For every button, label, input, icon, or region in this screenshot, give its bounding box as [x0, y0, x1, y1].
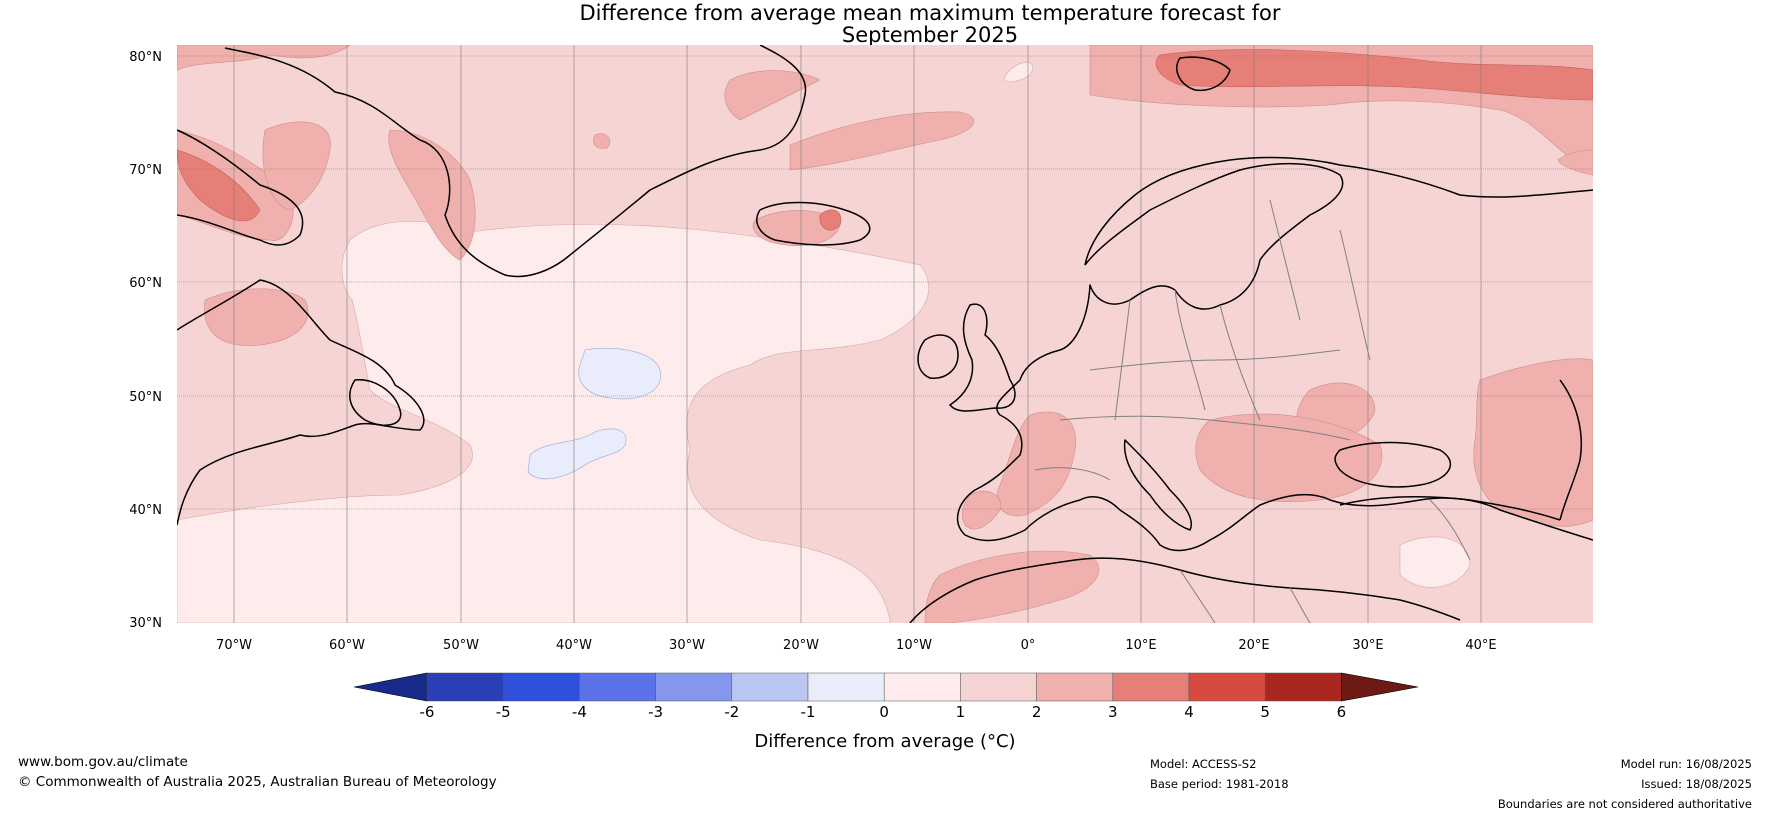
country-borders [1034, 199, 1471, 623]
lat-label: 60°N [129, 276, 162, 291]
coastlines [177, 45, 1593, 623]
lon-label: 60°W [329, 638, 365, 653]
lon-label: 20°W [783, 638, 819, 653]
turkey-coast [1339, 495, 1561, 521]
colorbar-segment [883, 672, 961, 702]
black-sea-coast [1334, 441, 1452, 488]
colorbar-tick-label: -6 [420, 703, 435, 721]
anomaly-region-0-1 [1399, 536, 1471, 588]
italy-coast [1123, 439, 1192, 531]
colorbar [353, 672, 1419, 702]
baffin-coast [177, 129, 304, 246]
colorbar-tick-label: -1 [801, 703, 816, 721]
copyright-notice: © Commonwealth of Australia 2025, Austra… [18, 774, 497, 790]
colorbar-segment [1188, 672, 1266, 702]
africa-coast [909, 557, 1461, 623]
colorbar-segment [655, 672, 733, 702]
colorbar-tick-label: -3 [648, 703, 663, 721]
model-name: Model: ACCESS-S2 [1150, 757, 1257, 771]
lat-label: 50°N [129, 390, 162, 405]
colorbar-tick-label: -5 [496, 703, 511, 721]
colorbar-tick-label: 5 [1260, 703, 1270, 721]
website-url[interactable]: www.bom.gov.au/climate [18, 754, 188, 770]
lat-label: 40°N [129, 503, 162, 518]
colorbar-segment [731, 672, 809, 702]
lon-label: 0° [1021, 638, 1036, 653]
anomaly-region-0-1 [177, 221, 929, 623]
colorbar-tick-label: 2 [1032, 703, 1042, 721]
map-title-line-2: September 2025 [841, 23, 1019, 47]
colorbar-segment [960, 672, 1037, 702]
greenland-coast [224, 45, 807, 278]
boundary-disclaimer: Boundaries are not considered authoritat… [1497, 797, 1752, 811]
scandinavia-coast [1084, 156, 1593, 266]
colorbar-tick-label: -2 [724, 703, 739, 721]
svalbard-coast [1176, 56, 1231, 92]
britain-coast [949, 303, 1016, 412]
labrador-coast [177, 279, 425, 526]
colorbar-tick-label: 3 [1108, 703, 1118, 721]
colorbar-tick-label: -4 [572, 703, 587, 721]
anomaly-region-minus1-0 [578, 347, 661, 400]
colorbar-tick-label: 4 [1184, 703, 1194, 721]
iceland-coast [756, 201, 871, 246]
colorbar-segment [807, 672, 885, 702]
colorbar-tick-label: 1 [956, 703, 966, 721]
colorbar-segment [502, 672, 580, 702]
lon-label: 40°E [1465, 638, 1496, 653]
lon-label: 70°W [216, 638, 252, 653]
lat-label: 30°N [129, 616, 162, 631]
model-run-date: Model run: 16/08/2025 [1620, 757, 1752, 771]
colorbar-segment [579, 672, 656, 702]
lon-label: 40°W [556, 638, 592, 653]
colorbar-tick-label: 0 [879, 703, 889, 721]
europe-coast [956, 162, 1593, 552]
ireland-coast [917, 334, 959, 379]
colorbar-tick-labels: -6 -5 -4 -3 -2 -1 0 1 2 3 4 5 6 [420, 703, 1347, 721]
colorbar-extend-high [1341, 672, 1419, 702]
map-gridlines [177, 45, 1593, 623]
lon-label: 50°W [443, 638, 479, 653]
colorbar-segment [1036, 672, 1114, 702]
anomaly-region-0-1 [1004, 62, 1033, 83]
colorbar-segment [1264, 672, 1342, 702]
lon-label: 10°W [896, 638, 932, 653]
longitude-labels: 70°W 60°W 50°W 40°W 30°W 20°W 10°W 0° 10… [216, 638, 1497, 653]
colorbar-tick-label: 6 [1337, 703, 1347, 721]
lon-label: 10°E [1125, 638, 1156, 653]
lat-label: 70°N [129, 163, 162, 178]
colorbar-segment [426, 672, 504, 702]
lon-label: 30°E [1352, 638, 1383, 653]
lat-label: 80°N [129, 50, 162, 65]
anomaly-regions-3-4 [177, 49, 1593, 231]
colorbar-extend-low [353, 672, 428, 702]
colorbar-segment [1112, 672, 1190, 702]
base-period: Base period: 1981-2018 [1150, 777, 1289, 791]
latitude-labels: 80°N 70°N 60°N 50°N 40°N 30°N [129, 50, 162, 631]
colorbar-label: Difference from average (°C) [754, 731, 1015, 752]
map-title-line-1: Difference from average mean maximum tem… [579, 1, 1281, 25]
anomaly-field [177, 45, 1593, 623]
caspian-coast [1559, 379, 1583, 521]
issued-date: Issued: 18/08/2025 [1641, 777, 1752, 791]
lon-label: 20°E [1238, 638, 1269, 653]
lon-label: 30°W [669, 638, 705, 653]
newfoundland-coast [349, 379, 402, 426]
